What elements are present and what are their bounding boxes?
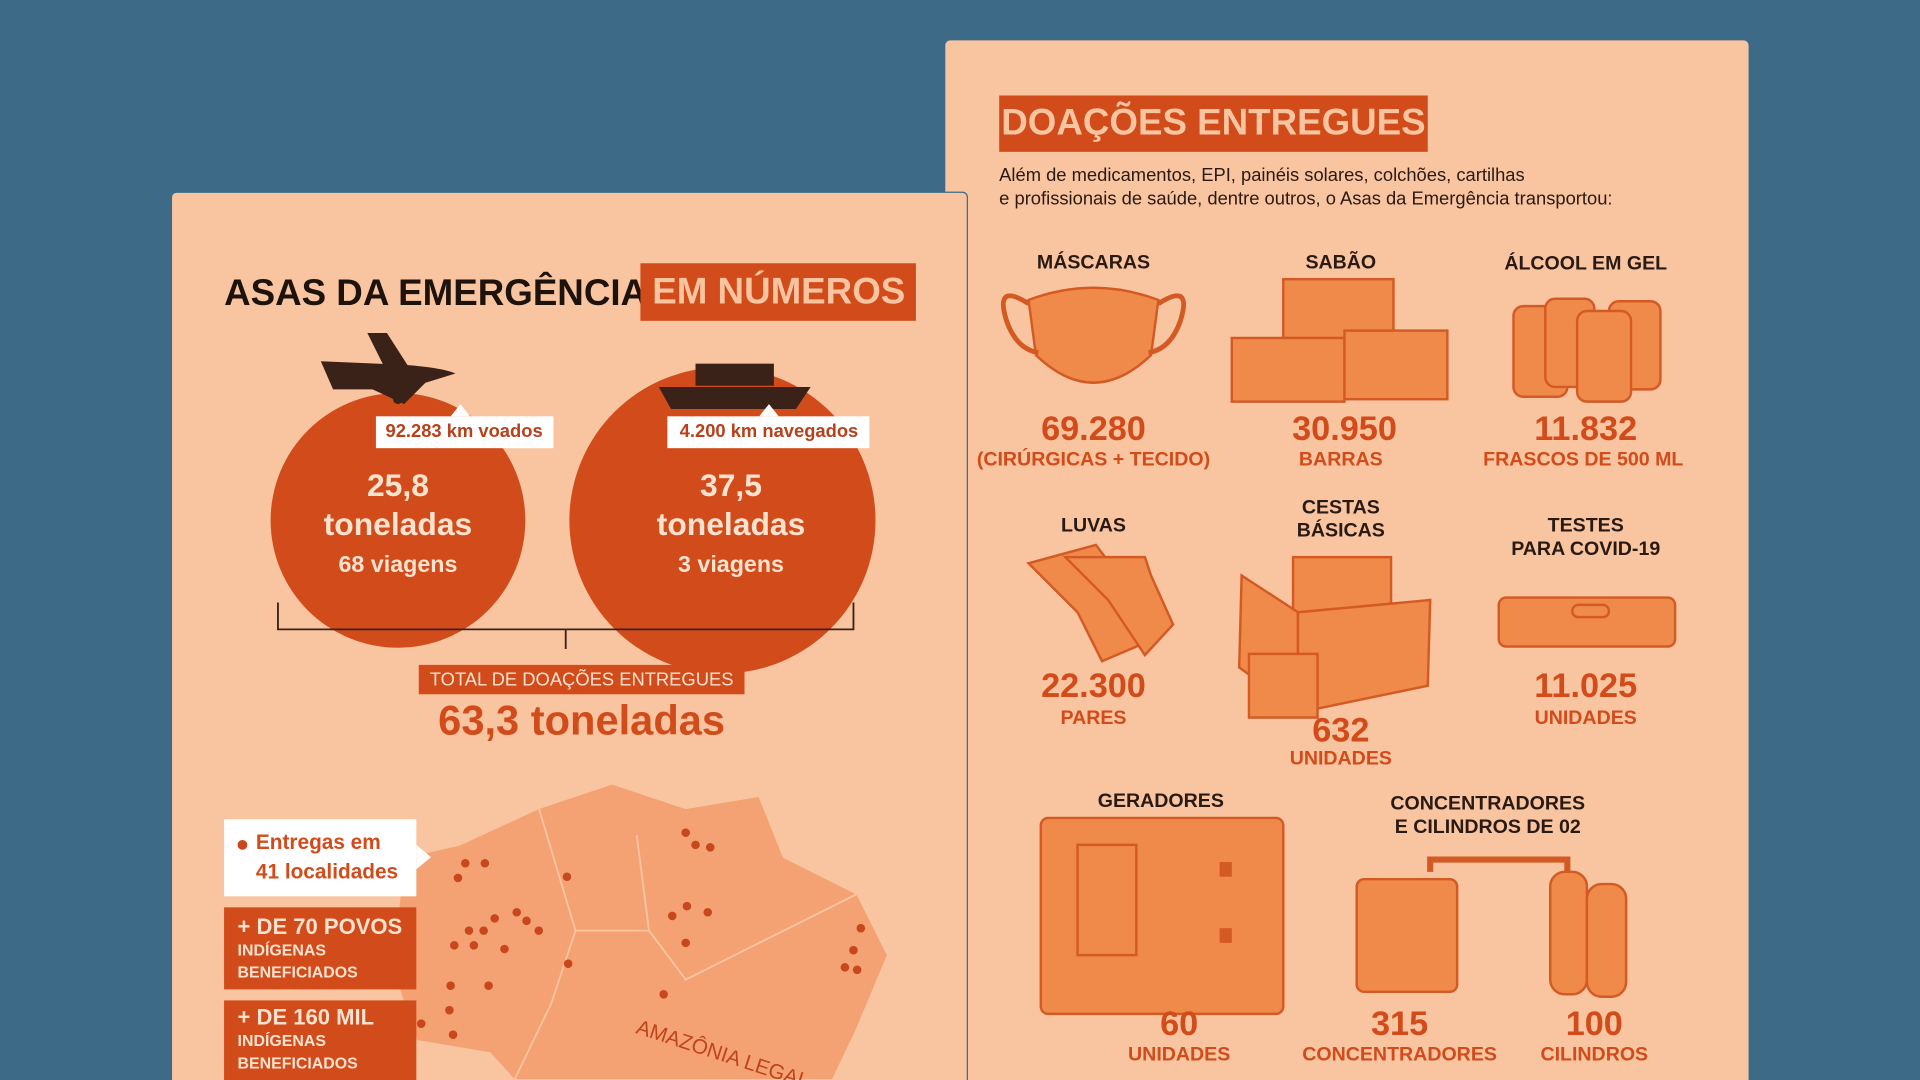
item-value: 22.300 [1041,667,1146,705]
donations-title: DOAÇÕES ENTREGUES [1001,101,1425,143]
item-name: SABÃO [1305,250,1376,273]
item-name: CONCENTRADORES [1390,793,1585,815]
item-unit: UNIDADES [1128,1044,1230,1066]
river-label: 4.200 km navegados [680,420,859,441]
river-unit: toneladas [657,506,806,542]
title-box [640,263,916,321]
item-value: 632 [1312,711,1369,749]
plane-icon [320,333,456,405]
mask-icon [1000,286,1187,384]
item-unit: CILINDROS [1540,1044,1648,1066]
peoples-line: INDÍGENAS [238,941,326,960]
item-name: BÁSICAS [1297,519,1385,542]
item-value: 315 [1371,1005,1428,1043]
total-value: 63,3 toneladas [438,697,725,744]
beneficiaries-line: INDÍGENAS [238,1031,326,1050]
item-unit: PARES [1060,707,1126,729]
total-label: TOTAL DE DOAÇÕES ENTREGUES [430,669,734,690]
test-icon [1497,596,1677,648]
air-amount: 25,8 [367,467,429,503]
numbers-title: ASAS DA EMERGÊNCIA [224,271,647,313]
river-label-box [667,416,870,449]
peoples-line: BENEFICIADOS [238,965,358,982]
gloves-icon [1026,543,1175,663]
peoples-headline: + DE 70 POVOS [238,914,403,939]
legend-dot [237,840,248,850]
item-name: MÁSCARAS [1037,250,1150,273]
item-value: 11.832 [1534,410,1637,448]
item-name: GERADORES [1098,790,1224,812]
beneficiaries-box [224,1000,417,1080]
item-name: PARA COVID-19 [1511,538,1660,560]
soap-icon [1230,277,1449,403]
item-value: 30.950 [1292,410,1397,448]
air-label-box [375,416,554,449]
legend-box [224,819,417,897]
title-box [999,95,1428,152]
item-value: 60 [1160,1005,1198,1043]
beneficiaries-headline: + DE 160 MIL [238,1005,375,1030]
item-unit: BARRAS [1299,449,1383,471]
air-unit: toneladas [324,506,473,542]
legend-text: 41 localidades [256,861,398,884]
intro-line: e profissionais de saúde, dentre outros,… [999,187,1612,208]
numbers-title-highlight: EM NÚMEROS [652,270,905,312]
boat-icon [658,363,811,409]
air-trips: 68 viagens [338,551,457,577]
beneficiaries-line: BENEFICIADOS [238,1055,358,1072]
item-unit: FRASCOS DE 500 ML [1483,449,1683,471]
item-value: 11.025 [1534,667,1637,705]
item-name: CESTAS [1302,496,1380,518]
item-value: 69.280 [1041,410,1146,448]
item-unit: (CIRÚRGICAS + TECIDO) [977,447,1210,471]
item-unit: UNIDADES [1535,707,1637,729]
map [390,782,889,1080]
item-unit: UNIDADES [1290,747,1392,769]
oxygen-icon [1355,856,1628,998]
bracket [277,602,855,649]
item-unit: CONCENTRADORES [1302,1044,1497,1066]
item-name: E CILINDROS DE 02 [1395,816,1581,838]
river-amount: 37,5 [700,467,762,503]
air-label: 92.283 km voados [385,420,542,441]
pointer [450,404,471,417]
legend-text: Entregas em [256,831,381,854]
gel-icon [1512,297,1662,403]
location-dots [404,828,866,1039]
item-name: ÁLCOOL EM GEL [1504,252,1667,275]
basket-icon [1237,555,1432,719]
total-box [418,664,745,695]
peoples-box [224,907,417,990]
item-value: 100 [1566,1005,1623,1043]
item-name: LUVAS [1061,515,1126,537]
air-circle [270,393,526,648]
pointer [759,404,779,417]
pointer [416,844,432,870]
river-trips: 3 viagens [678,551,784,577]
intro-line: Além de medicamentos, EPI, painéis solar… [999,164,1525,185]
item-name: TESTES [1548,515,1624,537]
map-borders [513,807,858,1080]
generator-icon [1039,816,1285,1016]
